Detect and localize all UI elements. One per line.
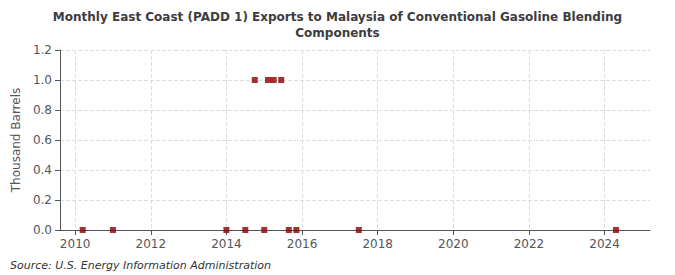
- svg-text:0.6: 0.6: [33, 133, 52, 147]
- svg-text:2024: 2024: [589, 237, 620, 251]
- svg-text:Monthly East Coast (PADD 1) Ex: Monthly East Coast (PADD 1) Exports to M…: [53, 10, 622, 24]
- svg-text:1.0: 1.0: [33, 73, 52, 87]
- svg-text:Components: Components: [295, 26, 380, 40]
- svg-text:2018: 2018: [362, 237, 393, 251]
- svg-text:2022: 2022: [514, 237, 545, 251]
- svg-text:Thousand Barrels: Thousand Barrels: [9, 88, 23, 193]
- svg-text:0.2: 0.2: [33, 193, 52, 207]
- svg-text:2010: 2010: [60, 237, 91, 251]
- svg-text:2020: 2020: [438, 237, 469, 251]
- svg-text:0.4: 0.4: [33, 163, 52, 177]
- svg-text:Source: U.S. Energy Informatio: Source: U.S. Energy Information Administ…: [10, 259, 271, 272]
- svg-text:0.8: 0.8: [33, 103, 52, 117]
- svg-text:2016: 2016: [287, 237, 318, 251]
- svg-text:2012: 2012: [135, 237, 166, 251]
- svg-text:0.0: 0.0: [33, 223, 52, 237]
- svg-text:1.2: 1.2: [33, 43, 52, 57]
- svg-text:2014: 2014: [211, 237, 242, 251]
